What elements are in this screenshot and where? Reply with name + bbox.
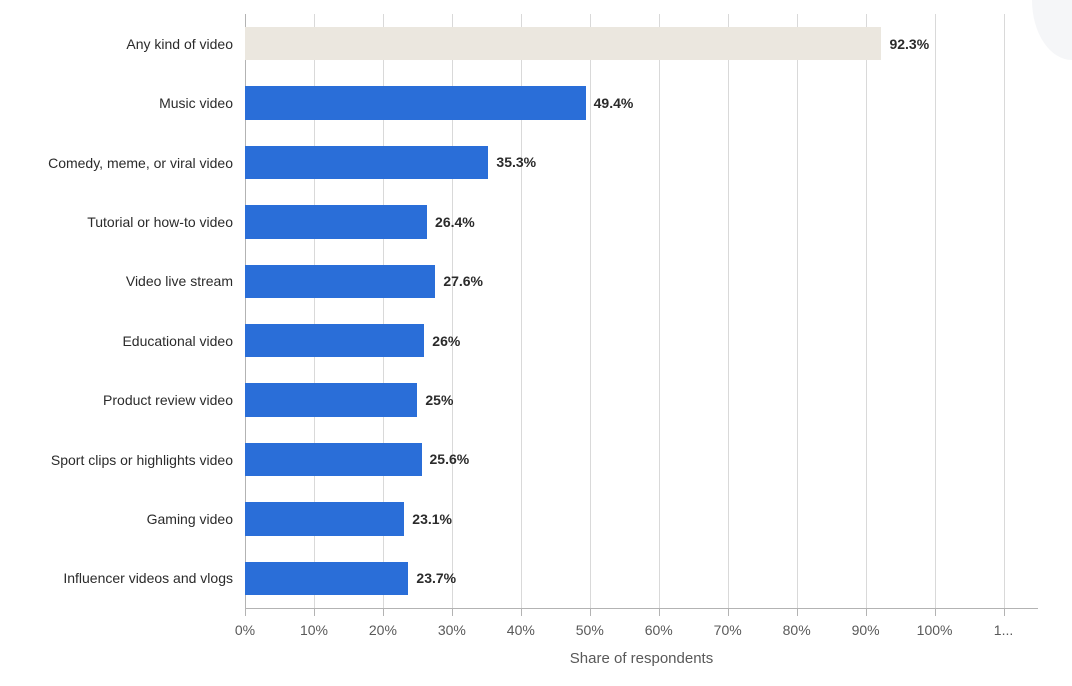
x-tick	[797, 608, 798, 616]
plot-area: 92.3% 49.4% 35.3% 26.4% 27.6% 26% 25% 25.6% 23.1…	[245, 14, 1038, 608]
bar-row: 25%	[245, 383, 1038, 416]
x-tick	[935, 608, 936, 616]
category-label: Comedy, meme, or viral video	[48, 155, 233, 171]
x-tick	[314, 608, 315, 616]
bar-row: 25.6%	[245, 443, 1038, 476]
x-tick-label: 30%	[438, 622, 466, 638]
x-tick	[1004, 608, 1005, 616]
bar[interactable]	[245, 27, 881, 60]
x-tick-label: 0%	[235, 622, 255, 638]
category-label: Tutorial or how-to video	[87, 214, 233, 230]
bar[interactable]	[245, 205, 427, 238]
bar-chart: 92.3% 49.4% 35.3% 26.4% 27.6% 26% 25% 25.6% 23.1…	[0, 0, 1072, 686]
x-tick-label: 100%	[917, 622, 953, 638]
x-tick-label: 50%	[576, 622, 604, 638]
bar-value-label: 49.4%	[594, 95, 634, 111]
category-label: Influencer videos and vlogs	[63, 570, 233, 586]
x-tick-label: 10%	[300, 622, 328, 638]
x-tick	[659, 608, 660, 616]
bar-row: 27.6%	[245, 265, 1038, 298]
x-tick-label: 80%	[783, 622, 811, 638]
x-tick-label: 90%	[852, 622, 880, 638]
x-tick	[521, 608, 522, 616]
x-tick-label: 20%	[369, 622, 397, 638]
bar-row: 35.3%	[245, 146, 1038, 179]
bar-value-label: 35.3%	[496, 154, 536, 170]
x-tick	[245, 608, 246, 616]
bar-value-label: 26%	[432, 333, 460, 349]
bar[interactable]	[245, 146, 488, 179]
bar-value-label: 92.3%	[889, 36, 929, 52]
bar-value-label: 25.6%	[430, 451, 470, 467]
bar-value-label: 25%	[425, 392, 453, 408]
bar[interactable]	[245, 324, 424, 357]
category-label: Gaming video	[147, 511, 233, 527]
x-axis-line	[245, 608, 1038, 609]
bar-value-label: 26.4%	[435, 214, 475, 230]
category-label: Sport clips or highlights video	[51, 452, 233, 468]
bar-row: 49.4%	[245, 86, 1038, 119]
x-tick-label: 70%	[714, 622, 742, 638]
bar[interactable]	[245, 443, 422, 476]
category-label: Any kind of video	[126, 36, 233, 52]
bar[interactable]	[245, 502, 404, 535]
category-label: Educational video	[122, 333, 233, 349]
bar-row: 23.1%	[245, 502, 1038, 535]
x-tick-label: 60%	[645, 622, 673, 638]
bar[interactable]	[245, 265, 435, 298]
category-label: Product review video	[103, 392, 233, 408]
x-tick	[383, 608, 384, 616]
x-axis-title: Share of respondents	[570, 650, 713, 667]
bar[interactable]	[245, 86, 586, 119]
x-tick	[728, 608, 729, 616]
bar-row: 26%	[245, 324, 1038, 357]
x-tick-label: 40%	[507, 622, 535, 638]
bar-row: 92.3%	[245, 27, 1038, 60]
bar-value-label: 23.1%	[412, 511, 452, 527]
x-tick	[590, 608, 591, 616]
x-tick	[866, 608, 867, 616]
category-label: Music video	[159, 95, 233, 111]
bar[interactable]	[245, 562, 408, 595]
x-tick-label: 1...	[994, 622, 1013, 638]
category-label: Video live stream	[126, 273, 233, 289]
bar-value-label: 27.6%	[443, 273, 483, 289]
bar-value-label: 23.7%	[416, 570, 456, 586]
bar[interactable]	[245, 383, 417, 416]
bar-row: 23.7%	[245, 562, 1038, 595]
bar-row: 26.4%	[245, 205, 1038, 238]
x-tick	[452, 608, 453, 616]
page-corner-decoration	[1032, 0, 1072, 60]
